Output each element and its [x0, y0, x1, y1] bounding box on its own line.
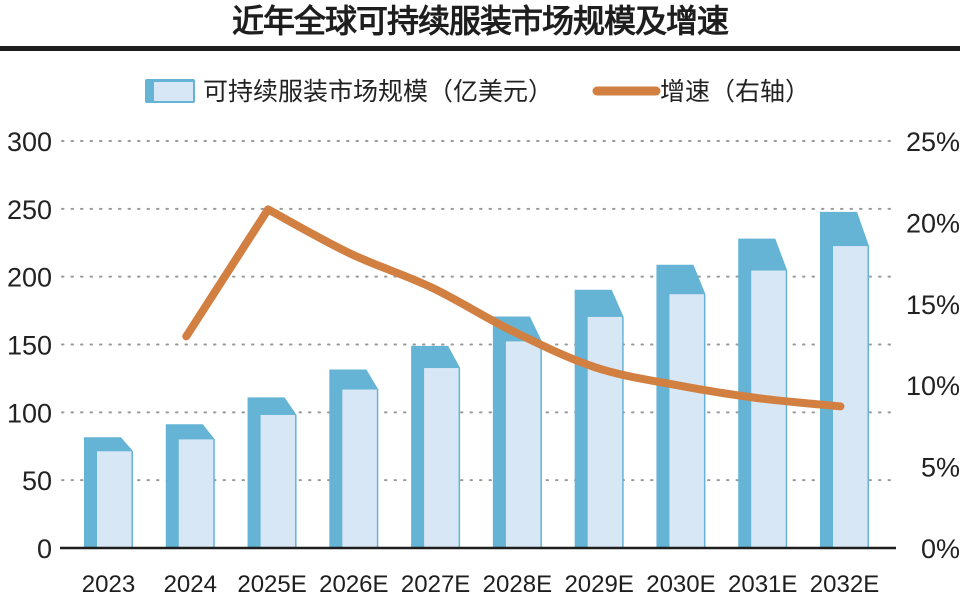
bar-face	[587, 316, 623, 548]
bar	[84, 437, 133, 548]
bar-face	[833, 246, 868, 548]
bar-face	[751, 270, 786, 548]
x-axis: 2023 2024 2025E 2026E 2027E 2028E 2029E 2030E 20…	[82, 571, 879, 596]
bar	[247, 397, 297, 548]
bar-face	[178, 439, 214, 548]
right-tick-label: 10%	[906, 371, 960, 401]
bar	[656, 264, 706, 548]
left-axis: 0 50 100 150 200 250 300	[7, 127, 52, 564]
x-tick-label: 2026E	[319, 571, 388, 596]
left-tick-label: 250	[7, 195, 52, 225]
x-tick-label: 2032E	[810, 571, 879, 596]
x-tick-label: 2024	[164, 571, 217, 596]
x-tick-label: 2029E	[564, 571, 633, 596]
bar	[738, 238, 788, 548]
chart-title: 近年全球可持续服装市场规模及增速	[231, 2, 729, 40]
bar-face	[424, 368, 459, 548]
right-tick-label: 20%	[906, 208, 960, 238]
x-tick-label: 2028E	[483, 571, 552, 596]
right-tick-label: 0%	[921, 534, 960, 564]
left-tick-label: 300	[7, 127, 52, 157]
left-tick-label: 50	[22, 466, 52, 496]
bar-face	[342, 389, 377, 548]
bar	[820, 211, 869, 548]
bar	[329, 369, 379, 548]
left-tick-label: 150	[7, 331, 52, 361]
legend-line-label: 增速（右轴）	[660, 77, 810, 106]
title-rule	[0, 46, 960, 51]
growth-line	[182, 205, 845, 411]
right-tick-label: 25%	[906, 127, 960, 157]
x-tick-label: 2031E	[728, 571, 797, 596]
bar-face	[97, 451, 132, 548]
x-tick-label: 2027E	[401, 571, 470, 596]
right-tick-label: 5%	[921, 453, 960, 483]
left-tick-label: 0	[37, 534, 52, 564]
bar-face	[260, 414, 296, 548]
legend-bar-label: 可持续服装市场规模（亿美元）	[203, 77, 553, 106]
bar-face	[669, 294, 704, 548]
bar	[574, 289, 624, 548]
x-tick-label: 2030E	[646, 571, 715, 596]
left-tick-label: 200	[7, 263, 52, 293]
bar	[492, 316, 542, 548]
bars	[84, 211, 869, 548]
x-tick-label: 2025E	[237, 571, 306, 596]
legend: 可持续服装市场规模（亿美元） 增速（右轴）	[145, 77, 810, 106]
left-tick-label: 100	[7, 398, 52, 428]
bar	[165, 424, 215, 548]
bar	[411, 345, 461, 548]
right-tick-label: 15%	[906, 290, 960, 320]
bar-face	[505, 341, 541, 548]
right-axis: 0% 5% 10% 15% 20% 25%	[906, 127, 960, 564]
legend-bar-swatch	[145, 79, 195, 103]
x-tick-label: 2023	[82, 571, 135, 596]
